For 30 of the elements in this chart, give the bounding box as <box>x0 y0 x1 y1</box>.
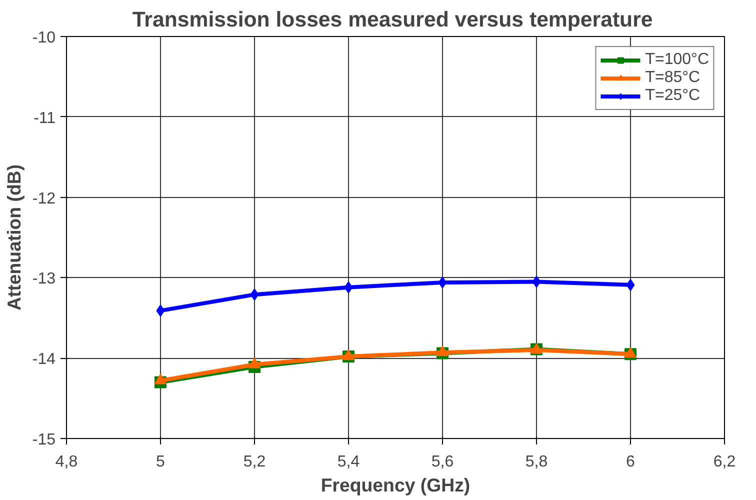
x-tick-label: 5,2 <box>243 454 266 470</box>
x-tick-label: 6 <box>626 454 636 470</box>
y-axis-title: Attenuation (dB) <box>3 164 24 311</box>
point <box>624 347 636 358</box>
x-tick-label: 5,6 <box>431 454 454 470</box>
point <box>344 281 353 294</box>
y-tick-label: -14 <box>32 351 56 368</box>
legend-label: T=100°C <box>645 51 709 69</box>
point <box>626 278 635 291</box>
y-tick-label: -15 <box>32 432 56 448</box>
x-tick-label: 5,8 <box>525 454 548 470</box>
y-tick-label: -13 <box>32 270 56 288</box>
x-tick-label: 5 <box>156 454 166 470</box>
x-axis-title: Frequency (GHz) <box>320 474 470 496</box>
x-tick-label: 5,4 <box>337 454 360 470</box>
y-tick-label: -11 <box>34 110 56 127</box>
point <box>436 346 448 356</box>
point <box>532 276 541 288</box>
y-tick-label: -12 <box>32 190 56 208</box>
legend-label: T=25°C <box>645 87 700 105</box>
y-tick-label: -10 <box>32 30 56 46</box>
point <box>438 276 447 289</box>
point <box>248 358 260 368</box>
x-tick-label: 4,8 <box>55 454 78 470</box>
legend-label: T=85°C <box>645 69 700 87</box>
chart-title: Transmission losses measured versus temperature <box>132 8 653 32</box>
point <box>250 288 259 301</box>
point <box>156 304 165 317</box>
x-tick-label: 6,2 <box>713 454 736 470</box>
point <box>154 374 166 384</box>
